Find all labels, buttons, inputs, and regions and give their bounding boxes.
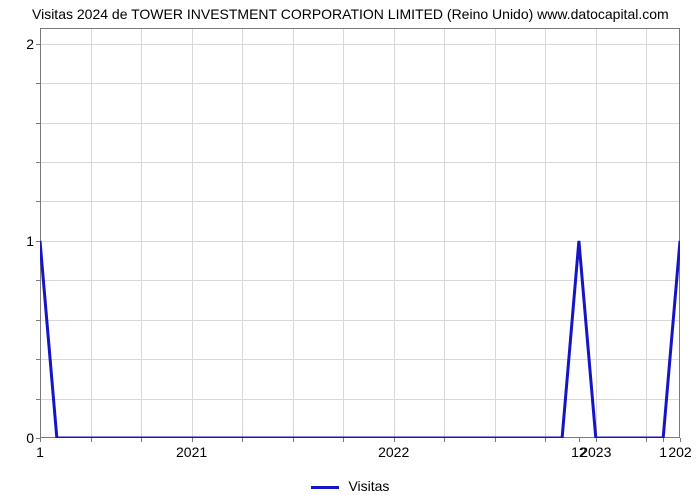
visitas-line	[40, 241, 680, 438]
x-tick-mark	[596, 438, 597, 442]
x-tick-mark	[663, 438, 664, 442]
y-minor-tick	[36, 123, 40, 124]
x-tick-mark	[91, 438, 92, 442]
legend-label: Visitas	[348, 478, 389, 494]
y-minor-tick	[36, 162, 40, 163]
y-tick-label: 2	[26, 36, 34, 52]
x-tick-mark	[141, 438, 142, 442]
x-tick-mark	[444, 438, 445, 442]
x-tick-label: 2021	[176, 444, 207, 460]
x-tick-label: 1	[659, 444, 667, 460]
y-tick-mark	[36, 241, 40, 242]
y-minor-tick	[36, 83, 40, 84]
y-tick-label: 0	[26, 430, 34, 446]
x-tick-mark	[293, 438, 294, 442]
x-tick-mark	[40, 438, 41, 442]
plot-area	[40, 28, 680, 438]
x-tick-mark	[545, 438, 546, 442]
x-tick-label: 1	[36, 444, 44, 460]
legend-swatch	[311, 486, 339, 489]
y-minor-tick	[36, 280, 40, 281]
y-minor-tick	[36, 320, 40, 321]
chart-title: Visitas 2024 de TOWER INVESTMENT CORPORA…	[0, 6, 700, 22]
x-tick-mark	[394, 438, 395, 442]
x-tick-label: 202	[668, 444, 691, 460]
y-minor-tick	[36, 399, 40, 400]
x-tick-mark	[680, 438, 681, 442]
y-tick-mark	[36, 44, 40, 45]
x-tick-mark	[343, 438, 344, 442]
x-tick-label: 2023	[580, 444, 611, 460]
y-tick-label: 1	[26, 233, 34, 249]
x-tick-mark	[646, 438, 647, 442]
legend: Visitas	[0, 478, 700, 494]
y-minor-tick	[36, 359, 40, 360]
x-tick-mark	[495, 438, 496, 442]
x-tick-label: 2022	[378, 444, 409, 460]
y-minor-tick	[36, 201, 40, 202]
x-tick-mark	[242, 438, 243, 442]
line-series	[40, 28, 680, 438]
x-tick-mark	[192, 438, 193, 442]
x-tick-mark	[579, 438, 580, 442]
